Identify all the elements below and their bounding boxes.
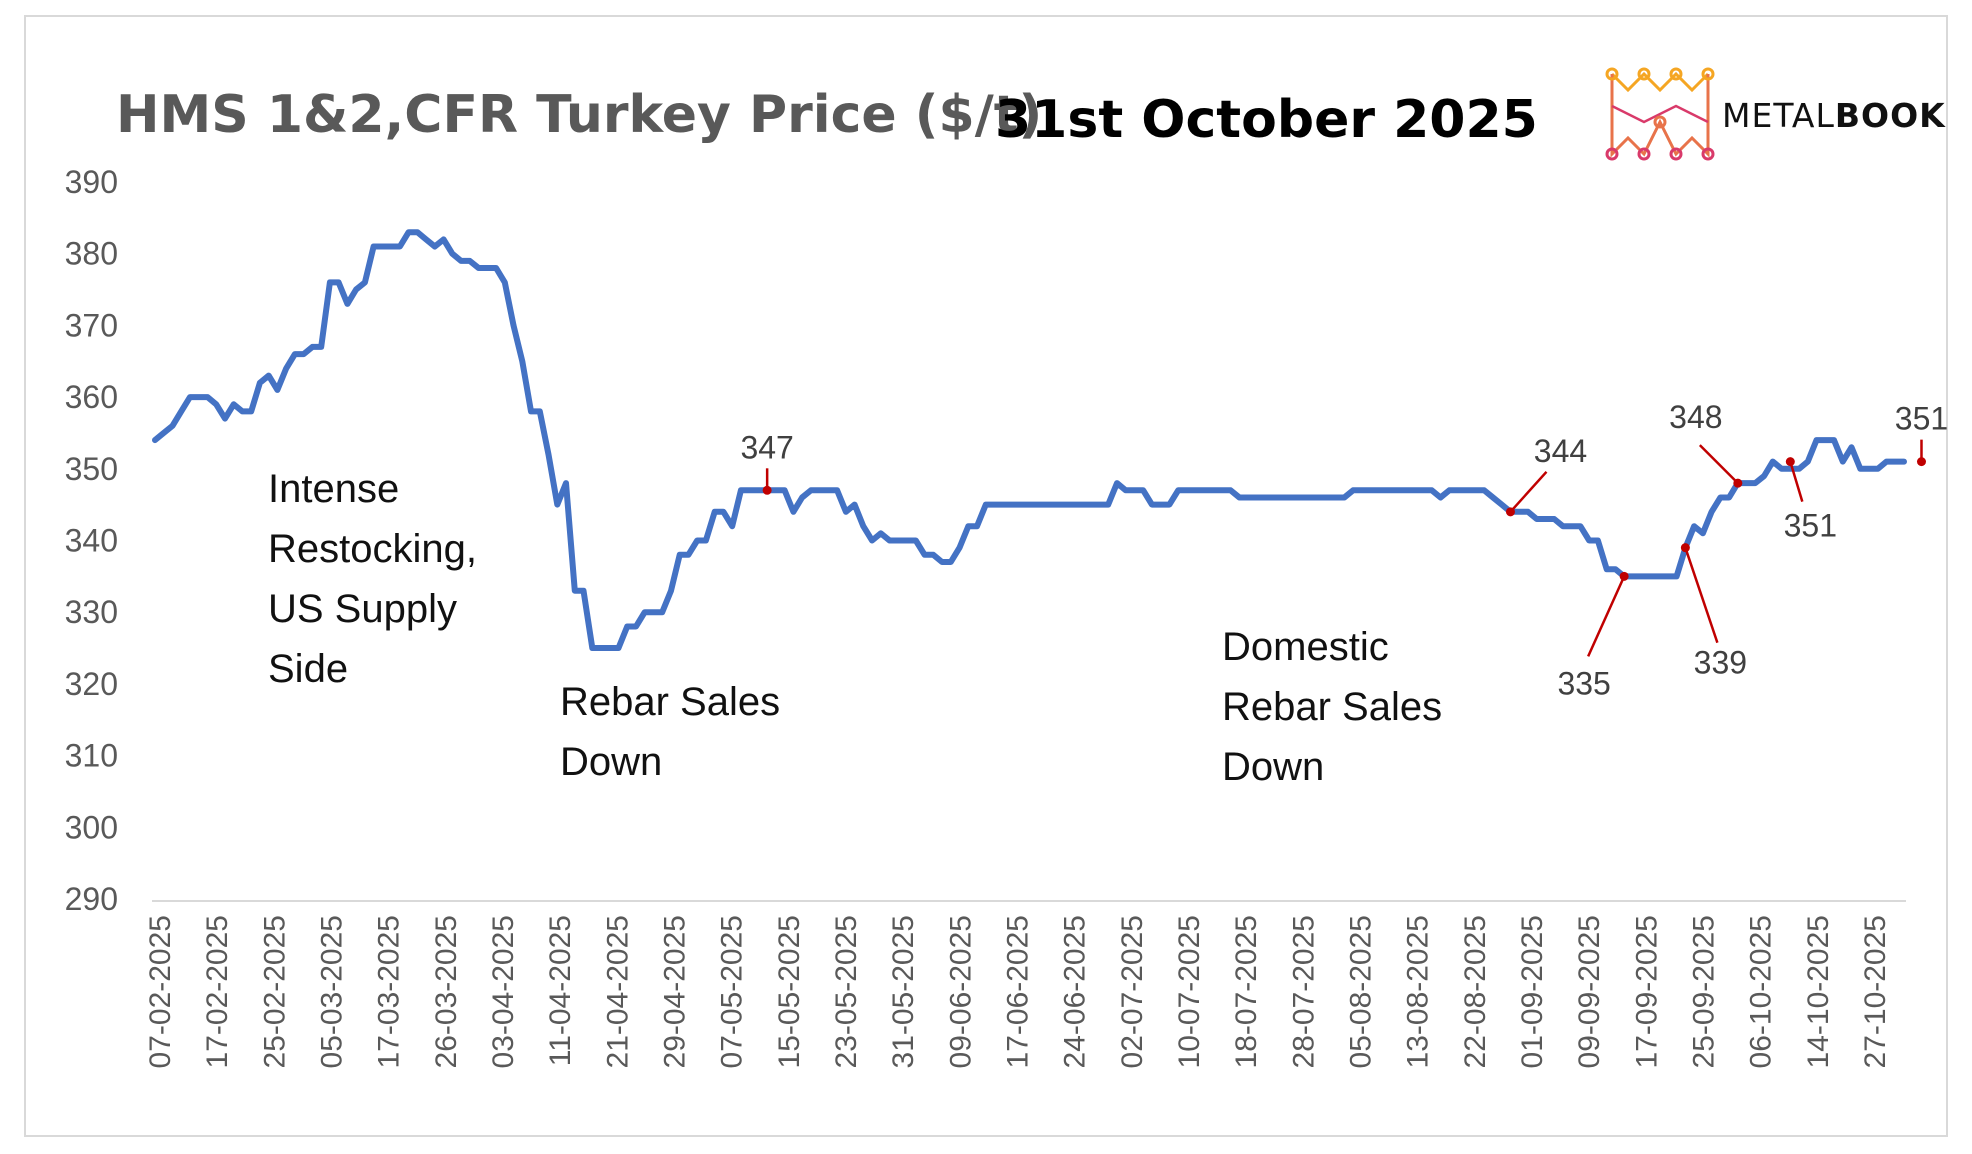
y-tick-labels: 390 380 370 360 350 340 330 320 310 300 290 <box>65 164 118 917</box>
y-tick-label: 320 <box>65 666 118 702</box>
chart-note-line: US Supply <box>268 587 457 631</box>
chart-note: Domestic Rebar Sales Down <box>1222 625 1442 789</box>
x-tick-label: 24-06-2025 <box>1059 915 1092 1068</box>
x-tick-label: 07-02-2025 <box>144 915 177 1068</box>
x-tick-label: 07-05-2025 <box>716 915 749 1068</box>
x-tick-label: 10-07-2025 <box>1173 915 1206 1068</box>
x-tick-label: 26-03-2025 <box>430 915 463 1068</box>
chart-note-line: Restocking, <box>268 527 477 571</box>
chart-note-line: Domestic <box>1222 625 1389 669</box>
x-tick-label: 23-05-2025 <box>830 915 863 1068</box>
x-tick-label: 14-10-2025 <box>1802 915 1835 1068</box>
y-tick-label: 380 <box>65 236 118 272</box>
y-tick-label: 390 <box>65 164 118 200</box>
x-tick-label: 27-10-2025 <box>1859 915 1892 1068</box>
annotation-label: 351 <box>1784 508 1837 544</box>
x-tick-label: 25-02-2025 <box>258 915 291 1068</box>
y-tick-label: 350 <box>65 451 118 487</box>
annotations-layer: 347 344 335 339 348 351 351 <box>740 399 1948 701</box>
annotation-leader <box>1789 461 1804 502</box>
chart-note-line: Rebar Sales <box>560 680 780 724</box>
annotation-label: 348 <box>1669 399 1722 435</box>
y-tick-label: 330 <box>65 594 118 630</box>
x-tick-label: 01-09-2025 <box>1516 915 1549 1068</box>
metalbook-logo-icon <box>1605 67 1715 161</box>
x-tick-label: 17-03-2025 <box>373 915 406 1068</box>
y-tick-label: 310 <box>65 738 118 774</box>
chart-note-line: Intense <box>268 467 399 511</box>
x-tick-label: 13-08-2025 <box>1402 915 1435 1068</box>
x-tick-label: 29-04-2025 <box>659 915 692 1068</box>
x-tick-label: 17-02-2025 <box>201 915 234 1068</box>
annotation-label: 347 <box>740 429 793 465</box>
chart-note-line: Down <box>560 740 662 784</box>
y-tick-label: 360 <box>65 379 118 415</box>
series-layer <box>152 229 1907 651</box>
chart-note-line: Rebar Sales <box>1222 685 1442 729</box>
x-tick-label: 22-08-2025 <box>1459 915 1492 1068</box>
x-tick-label: 05-03-2025 <box>316 915 349 1068</box>
chart-title: HMS 1&2,CFR Turkey Price ($/t) <box>116 85 1042 145</box>
annotation-label: 344 <box>1534 433 1587 469</box>
x-tick-label: 21-04-2025 <box>601 915 634 1068</box>
x-tick-label: 17-06-2025 <box>1002 915 1035 1068</box>
x-tick-label: 31-05-2025 <box>887 915 920 1068</box>
annotation-leader <box>1587 575 1626 657</box>
annotation-label: 335 <box>1557 665 1610 701</box>
annotation-label: 351 <box>1895 401 1948 437</box>
chart-note-line: Side <box>268 647 348 691</box>
y-tick-label: 300 <box>65 809 118 845</box>
annotation-leader <box>1509 470 1548 513</box>
logo-wordmark: METALBOOK <box>1722 96 1946 135</box>
x-tick-label: 11-04-2025 <box>544 915 577 1066</box>
y-tick-label: 290 <box>65 881 118 917</box>
x-tick-label: 03-04-2025 <box>487 915 520 1068</box>
chart-subtitle: 31st October 2025 <box>995 90 1538 150</box>
x-tick-label: 28-07-2025 <box>1287 915 1320 1068</box>
y-tick-label: 370 <box>65 307 118 343</box>
series-line <box>152 229 1907 651</box>
x-tick-label: 09-06-2025 <box>944 915 977 1068</box>
x-tick-label: 02-07-2025 <box>1116 915 1149 1068</box>
x-tick-labels: 07-02-2025 17-02-2025 25-02-2025 05-03-2025… <box>144 915 1892 1068</box>
annotation-leader <box>1684 547 1719 644</box>
x-tick-label: 18-07-2025 <box>1230 915 1263 1068</box>
y-tick-label: 340 <box>65 523 118 559</box>
chart-note: Intense Restocking, US Supply Side <box>268 467 477 691</box>
x-tick-label: 06-10-2025 <box>1745 915 1778 1068</box>
x-tick-label: 15-05-2025 <box>773 915 806 1068</box>
text-notes-layer: Intense Restocking, US Supply Side Rebar Sal… <box>268 467 1442 789</box>
annotation-leader <box>1698 444 1739 485</box>
x-tick-label: 25-09-2025 <box>1688 915 1721 1068</box>
annotation-label: 339 <box>1694 645 1747 681</box>
x-tick-label: 17-09-2025 <box>1630 915 1663 1068</box>
x-tick-label: 05-08-2025 <box>1345 915 1378 1068</box>
chart-note-line: Down <box>1222 745 1324 789</box>
logo-text-light: METAL <box>1722 96 1835 135</box>
chart-note: Rebar Sales Down <box>560 680 780 784</box>
x-tick-label: 09-09-2025 <box>1573 915 1606 1068</box>
logo-text-bold: BOOK <box>1835 96 1946 135</box>
logo: METALBOOK <box>1605 67 1946 161</box>
